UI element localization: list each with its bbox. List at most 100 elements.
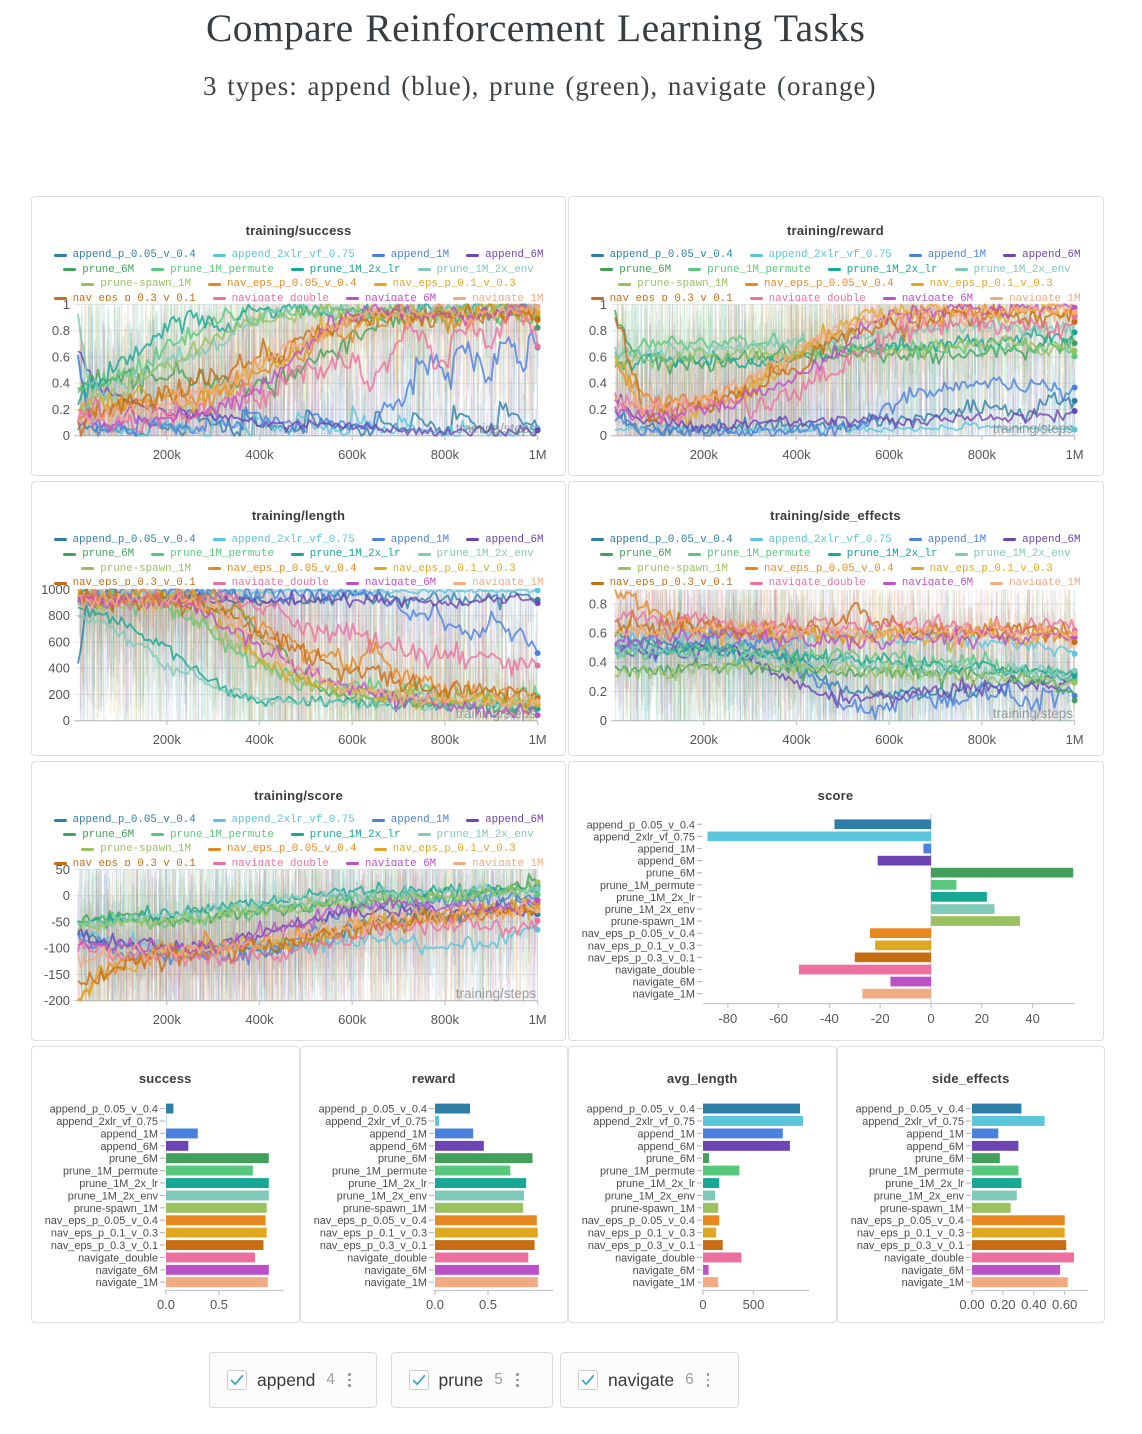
svg-text:800k: 800k (431, 732, 460, 747)
svg-text:0: 0 (599, 713, 606, 728)
svg-text:1000: 1000 (41, 581, 70, 596)
svg-text:prune_1M_2x_env: prune_1M_2x_env (604, 904, 695, 916)
svg-text:prune_1M_2x_env: prune_1M_2x_env (68, 1190, 159, 1202)
svg-text:0.5: 0.5 (478, 1297, 496, 1312)
svg-text:0: 0 (63, 428, 70, 443)
svg-text:prune_1M_2x_lr: prune_1M_2x_lr (348, 1178, 427, 1190)
svg-text:prune_1M_permute: prune_1M_permute (331, 1166, 426, 1178)
svg-text:navigate_double: navigate_double (615, 965, 695, 977)
svg-text:nav_eps_p_0.05_v_0.4: nav_eps_p_0.05_v_0.4 (850, 1215, 963, 1227)
svg-text:navigate_double: navigate_double (78, 1252, 158, 1264)
svg-text:0.0: 0.0 (157, 1297, 175, 1312)
svg-text:append_1M: append_1M (906, 1128, 964, 1140)
svg-text:1M: 1M (1065, 447, 1083, 462)
svg-text:navigate_1M: navigate_1M (632, 989, 694, 1001)
svg-text:200k: 200k (153, 732, 182, 747)
svg-text:-150: -150 (44, 967, 70, 982)
svg-text:nav_eps_p_0.05_v_0.4: nav_eps_p_0.05_v_0.4 (581, 928, 694, 940)
svg-text:prune_1M_permute: prune_1M_permute (599, 880, 694, 892)
svg-text:append_p_0.05_v_0.4: append_p_0.05_v_0.4 (855, 1104, 963, 1116)
svg-text:prune-spawn_1M: prune-spawn_1M (879, 1203, 963, 1215)
svg-text:0: 0 (63, 888, 70, 903)
svg-text:append_6M: append_6M (100, 1141, 158, 1153)
svg-text:800: 800 (48, 608, 70, 623)
svg-text:append_1M: append_1M (369, 1128, 427, 1140)
svg-text:navigate_6M: navigate_6M (633, 1265, 695, 1277)
svg-text:0.4: 0.4 (52, 376, 70, 391)
svg-text:append_2xlr_vf_0.75: append_2xlr_vf_0.75 (593, 831, 695, 843)
svg-text:navigate_double: navigate_double (347, 1252, 427, 1264)
svg-text:prune_1M_2x_env: prune_1M_2x_env (336, 1190, 427, 1202)
svg-text:-80: -80 (718, 1011, 737, 1026)
svg-text:800k: 800k (967, 732, 996, 747)
svg-text:0.40: 0.40 (1021, 1297, 1046, 1312)
svg-text:prune_1M_permute: prune_1M_permute (868, 1166, 963, 1178)
svg-text:0.2: 0.2 (588, 402, 606, 417)
svg-text:600k: 600k (338, 732, 367, 747)
svg-text:600k: 600k (875, 732, 904, 747)
svg-text:1: 1 (63, 297, 70, 312)
svg-text:prune_6M: prune_6M (914, 1153, 963, 1165)
svg-text:-100: -100 (44, 941, 70, 956)
svg-text:training/steps: training/steps (456, 706, 537, 721)
svg-text:navigate_1M: navigate_1M (96, 1277, 158, 1289)
svg-text:training/steps: training/steps (992, 706, 1073, 721)
svg-text:0.4: 0.4 (588, 654, 606, 669)
svg-text:navigate_1M: navigate_1M (364, 1277, 426, 1289)
svg-text:0: 0 (699, 1297, 706, 1312)
svg-text:append_1M: append_1M (637, 844, 695, 856)
svg-text:nav_eps_p_0.1_v_0.3: nav_eps_p_0.1_v_0.3 (319, 1228, 426, 1240)
svg-text:nav_eps_p_0.1_v_0.3: nav_eps_p_0.1_v_0.3 (588, 1228, 695, 1240)
svg-text:append_2xlr_vf_0.75: append_2xlr_vf_0.75 (325, 1116, 427, 1128)
svg-text:600k: 600k (338, 1012, 367, 1027)
svg-text:append_1M: append_1M (637, 1128, 695, 1140)
svg-text:200k: 200k (153, 447, 182, 462)
svg-text:prune_1M_2x_lr: prune_1M_2x_lr (885, 1178, 964, 1190)
svg-text:append_6M: append_6M (637, 1141, 695, 1153)
svg-text:nav_eps_p_0.3_v_0.1: nav_eps_p_0.3_v_0.1 (587, 952, 694, 964)
svg-text:nav_eps_p_0.3_v_0.1: nav_eps_p_0.3_v_0.1 (319, 1240, 426, 1252)
svg-text:training/steps: training/steps (992, 421, 1073, 436)
svg-text:prune_1M_permute: prune_1M_permute (63, 1166, 158, 1178)
svg-text:40: 40 (1025, 1011, 1039, 1026)
svg-text:200k: 200k (689, 732, 718, 747)
svg-text:200: 200 (48, 686, 70, 701)
svg-text:400k: 400k (782, 447, 811, 462)
svg-text:0.2: 0.2 (588, 683, 606, 698)
svg-text:1M: 1M (529, 447, 547, 462)
svg-text:prune-spawn_1M: prune-spawn_1M (342, 1203, 426, 1215)
svg-text:prune-spawn_1M: prune-spawn_1M (74, 1203, 158, 1215)
svg-text:50: 50 (56, 862, 70, 877)
svg-text:0.60: 0.60 (1052, 1297, 1077, 1312)
svg-text:navigate_double: navigate_double (884, 1252, 964, 1264)
svg-text:nav_eps_p_0.05_v_0.4: nav_eps_p_0.05_v_0.4 (582, 1215, 695, 1227)
svg-text:-40: -40 (820, 1011, 839, 1026)
svg-text:200k: 200k (689, 447, 718, 462)
svg-text:nav_eps_p_0.1_v_0.3: nav_eps_p_0.1_v_0.3 (856, 1228, 963, 1240)
svg-text:append_1M: append_1M (100, 1128, 158, 1140)
svg-text:append_p_0.05_v_0.4: append_p_0.05_v_0.4 (50, 1104, 158, 1116)
svg-text:0: 0 (927, 1011, 934, 1026)
svg-text:prune-spawn_1M: prune-spawn_1M (610, 916, 694, 928)
svg-text:800k: 800k (967, 447, 996, 462)
svg-text:0.6: 0.6 (588, 349, 606, 364)
svg-text:400: 400 (48, 660, 70, 675)
svg-text:0.2: 0.2 (52, 402, 70, 417)
svg-text:append_2xlr_vf_0.75: append_2xlr_vf_0.75 (862, 1116, 964, 1128)
svg-text:prune_1M_permute: prune_1M_permute (600, 1166, 695, 1178)
svg-text:20: 20 (974, 1011, 988, 1026)
svg-text:nav_eps_p_0.05_v_0.4: nav_eps_p_0.05_v_0.4 (313, 1215, 426, 1227)
svg-text:append_2xlr_vf_0.75: append_2xlr_vf_0.75 (56, 1116, 158, 1128)
svg-text:0.8: 0.8 (52, 323, 70, 338)
svg-text:navigate_1M: navigate_1M (901, 1277, 963, 1289)
svg-text:600k: 600k (875, 447, 904, 462)
svg-text:nav_eps_p_0.3_v_0.1: nav_eps_p_0.3_v_0.1 (856, 1240, 963, 1252)
svg-text:400k: 400k (782, 732, 811, 747)
svg-text:prune-spawn_1M: prune-spawn_1M (611, 1203, 695, 1215)
svg-text:1: 1 (599, 297, 606, 312)
svg-text:nav_eps_p_0.05_v_0.4: nav_eps_p_0.05_v_0.4 (45, 1215, 158, 1227)
svg-text:navigate_6M: navigate_6M (96, 1265, 158, 1277)
svg-text:append_6M: append_6M (369, 1141, 427, 1153)
svg-text:prune_6M: prune_6M (377, 1153, 426, 1165)
svg-text:1M: 1M (529, 1012, 547, 1027)
